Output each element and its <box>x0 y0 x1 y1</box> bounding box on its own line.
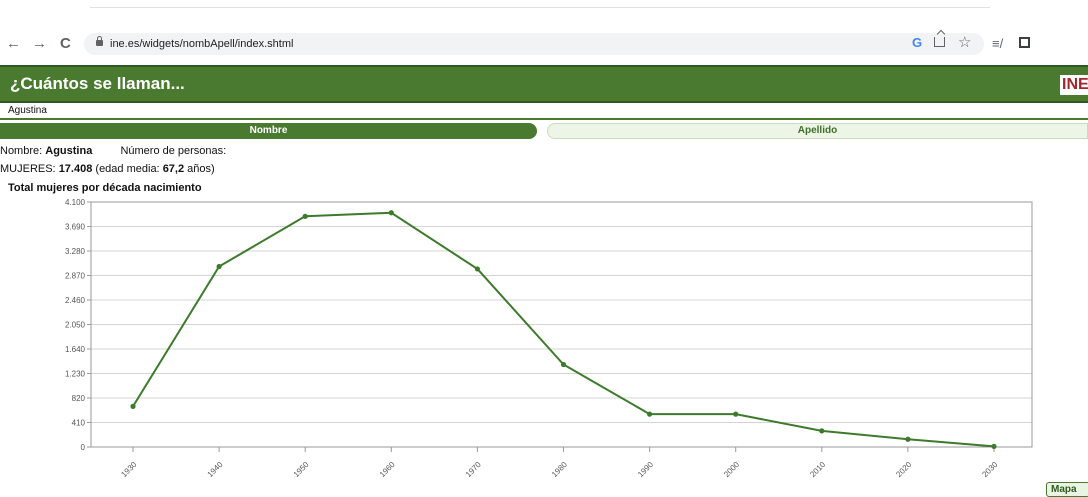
data-point <box>388 210 394 216</box>
star-icon[interactable]: ☆ <box>958 34 972 51</box>
y-tick-label: 410 <box>72 419 86 428</box>
y-tick-label: 2.460 <box>65 296 86 305</box>
reading-list-icon[interactable]: ≡/ <box>992 36 1004 51</box>
name-label: Nombre: <box>0 145 43 157</box>
women-info-row: MUJERES: 17.408 (edad media: 67,2 años) <box>0 163 215 175</box>
lock-icon <box>96 36 103 46</box>
series-line <box>132 211 995 448</box>
women-value: 17.408 <box>58 163 93 175</box>
reload-icon[interactable]: C <box>60 35 71 52</box>
url-text[interactable]: ine.es/widgets/nombApell/index.shtml <box>110 38 294 50</box>
data-point <box>819 428 825 434</box>
y-tick-label: 820 <box>72 394 86 403</box>
name-info-row: Nombre: Agustina Número de personas: <box>0 145 226 157</box>
x-tick-label: 1930 <box>119 460 138 479</box>
share-icon[interactable] <box>934 37 945 47</box>
data-point <box>474 266 480 272</box>
data-point <box>130 403 136 409</box>
y-tick-label: 2.870 <box>65 272 86 281</box>
data-point <box>991 443 997 450</box>
data-point <box>302 213 308 219</box>
x-tick-label: 1990 <box>636 460 655 479</box>
page-title: ¿Cuántos se llaman... <box>10 74 185 93</box>
y-tick-label: 1.640 <box>65 345 86 354</box>
forward-arrow-icon[interactable]: → <box>32 35 47 52</box>
age-value: 67,2 <box>162 163 185 175</box>
tab-nombre[interactable]: Nombre <box>0 123 537 139</box>
widget-header: ¿Cuántos se llaman... INE <box>0 65 1088 103</box>
x-tick-label: 2010 <box>808 460 827 479</box>
chart-title: Total mujeres por década nacimiento <box>8 182 202 194</box>
tab-apellido[interactable]: Apellido <box>547 123 1088 139</box>
age-suffix: años) <box>187 163 215 175</box>
data-point <box>216 263 222 270</box>
y-tick-label: 1.230 <box>65 370 86 379</box>
data-point <box>647 411 653 417</box>
x-tick-label: 1950 <box>292 460 311 479</box>
age-label: (edad media: <box>95 163 160 175</box>
plot-frame <box>90 201 1033 448</box>
x-tick-label: 2030 <box>980 460 999 479</box>
browser-toolbar: ← → C <box>0 28 1088 60</box>
name-value: Agustina <box>45 145 93 157</box>
y-tick-label: 4.100 <box>65 198 86 207</box>
mapa-button[interactable]: Mapa <box>1046 482 1088 497</box>
x-tick-label: 1980 <box>550 460 569 479</box>
data-point <box>905 436 911 442</box>
persons-label: Número de personas: <box>120 145 227 157</box>
data-point <box>560 361 567 368</box>
window-icon[interactable] <box>1019 37 1030 48</box>
y-tick-label: 3.280 <box>65 247 86 256</box>
x-tick-label: 2000 <box>722 460 741 479</box>
back-arrow-icon[interactable]: ← <box>6 35 21 52</box>
y-tick-label: 0 <box>81 443 86 452</box>
x-tick-label: 1940 <box>206 460 225 479</box>
ine-logo: INE <box>1060 75 1088 95</box>
google-icon[interactable]: G <box>912 35 923 50</box>
address-bar[interactable] <box>84 33 984 55</box>
x-tick-label: 1960 <box>378 460 397 479</box>
x-tick-label: 1970 <box>464 460 483 479</box>
y-tick-label: 2.050 <box>65 321 86 330</box>
x-tick-label: 2020 <box>894 460 913 479</box>
women-label: MUJERES: <box>0 163 56 175</box>
data-point <box>733 411 739 417</box>
top-strip <box>90 0 990 8</box>
name-search-input[interactable] <box>0 103 1088 120</box>
y-tick-label: 3.690 <box>65 223 86 232</box>
line-chart: 0 410 820 1.230 1.640 2.050 2.460 2.870 3.280 3.6… <box>65 198 1033 479</box>
